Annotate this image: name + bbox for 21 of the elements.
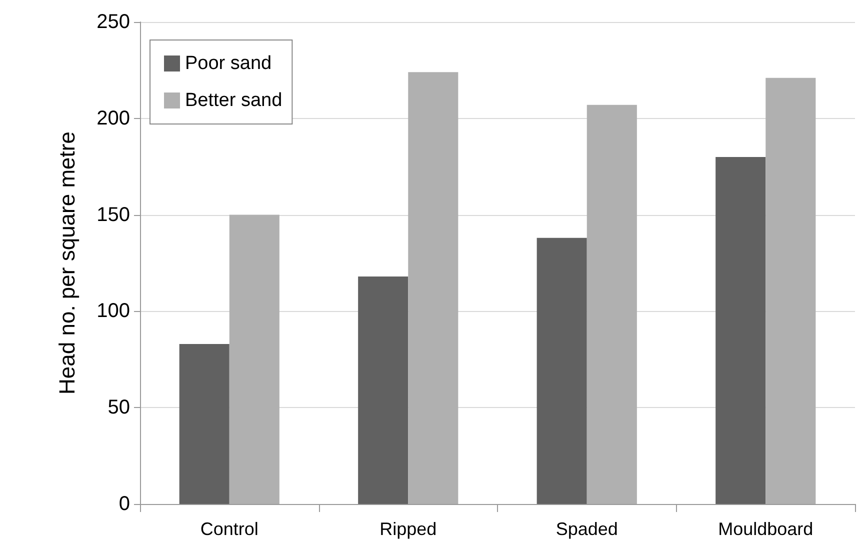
legend-label: Better sand: [185, 90, 282, 111]
y-tick-label: 0: [118, 493, 130, 515]
x-tick-label: Ripped: [380, 519, 437, 539]
legend-label: Poor sand: [185, 53, 272, 74]
x-tick-label: Spaded: [556, 519, 618, 539]
y-axis-title: Head no. per square metre: [54, 132, 80, 394]
bar: [358, 276, 408, 504]
bar: [766, 78, 816, 504]
bar: [716, 156, 766, 504]
y-tick-label: 100: [96, 300, 130, 322]
y-tick-label: 50: [108, 396, 130, 419]
bar: [179, 344, 230, 504]
y-tick-label: 150: [96, 204, 130, 226]
bar: [408, 72, 458, 504]
y-tick-label: 250: [96, 11, 130, 33]
bar: [536, 238, 587, 504]
y-tick-label: 200: [96, 107, 130, 130]
x-tick-label: Control: [200, 519, 258, 539]
x-tick-label: Mouldboard: [718, 519, 814, 539]
bar: [229, 214, 280, 504]
bar: [586, 104, 637, 504]
